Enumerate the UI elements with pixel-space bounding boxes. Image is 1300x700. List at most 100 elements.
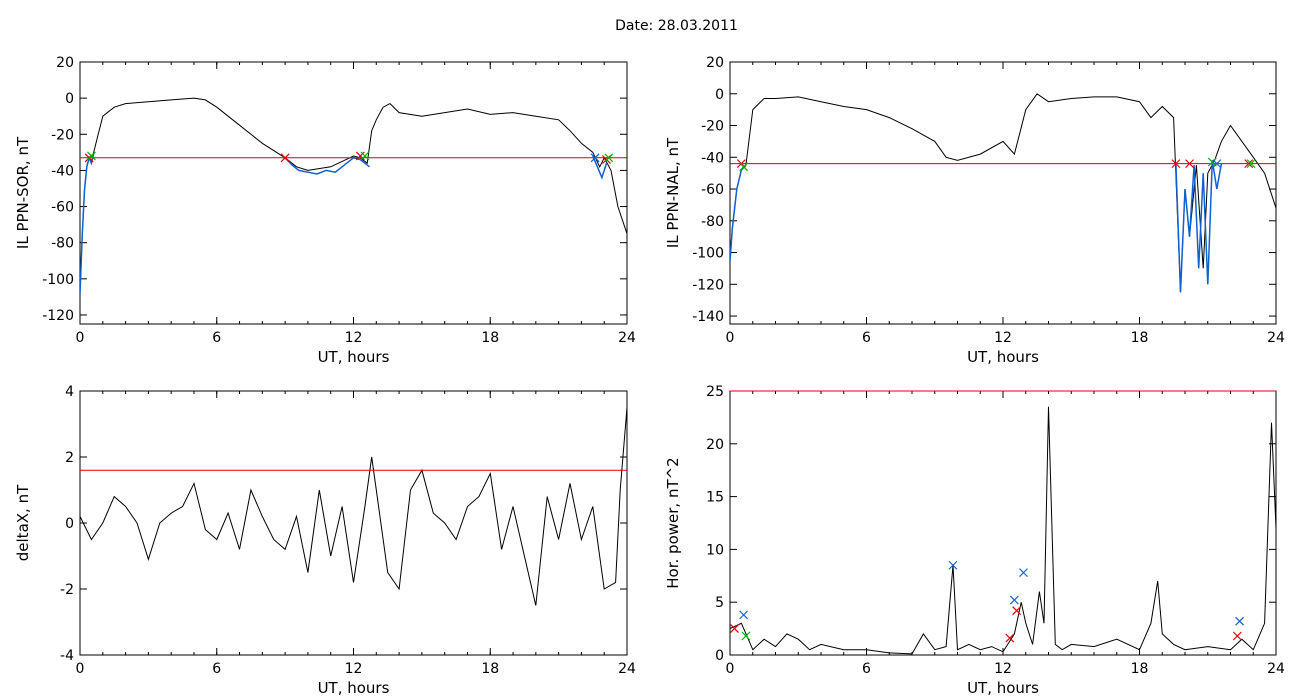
series-highlight-segment: [592, 155, 608, 180]
y-tick-label: 20: [706, 437, 724, 453]
y-tick-label: 5: [715, 595, 724, 611]
event-marker: [1232, 631, 1242, 641]
x-tick-label: 18: [481, 661, 499, 677]
panel-ppn-nal: 0 6 12 18 24 -140 -120 -100 -80 -60 -40 -20 0 20 UT, h…: [664, 55, 1285, 366]
y-tick-label: -100: [42, 272, 74, 288]
event-marker: [1246, 159, 1256, 169]
y-axis-label: Hor. power, nT^2: [664, 457, 682, 588]
x-tick-label: 18: [1131, 330, 1149, 346]
event-marker: [604, 153, 614, 163]
data-layer: [80, 407, 627, 606]
series-highlight-segment: [1175, 160, 1223, 293]
plot-frame: [79, 390, 628, 656]
series-line: [730, 406, 1276, 655]
event-marker: [1244, 159, 1254, 169]
x-tick-label: 0: [76, 661, 85, 677]
x-tick-label: 24: [1267, 661, 1285, 677]
y-tick-label: 20: [56, 55, 74, 71]
y-tick-label: 10: [706, 542, 724, 558]
series-line: [730, 93, 1276, 293]
y-tick-label: -140: [692, 309, 724, 325]
x-axis-label: UT, hours: [967, 348, 1039, 366]
series-highlight-segment: [284, 156, 370, 175]
y-tick-label: -40: [701, 150, 724, 166]
y-tick-label: 20: [706, 55, 724, 71]
x-tick-label: 0: [76, 330, 85, 346]
y-tick-label: 15: [706, 490, 724, 506]
y-tick-label: -80: [701, 214, 724, 230]
panel-ppn-sor: 0 6 12 18 24 -120 -100 -80 -60 -40 -20 0 20 UT, hours…: [14, 55, 636, 366]
x-tick-label: 6: [862, 330, 871, 346]
x-tick-label: 6: [862, 661, 871, 677]
y-tick-label: -20: [701, 119, 724, 135]
y-tick-label: -4: [60, 648, 74, 664]
event-marker: [739, 162, 749, 172]
event-marker: [1207, 157, 1217, 167]
event-marker: [1005, 633, 1015, 643]
y-tick-label: 4: [65, 384, 74, 400]
figure-title: Date: 28.03.2011: [615, 18, 738, 34]
y-axis-label: IL PPN-SOR, nT: [14, 136, 32, 249]
event-marker: [1009, 595, 1019, 605]
x-tick-label: 24: [618, 661, 636, 677]
y-tick-label: -80: [51, 236, 74, 252]
x-axis-label: UT, hours: [967, 679, 1039, 697]
y-tick-label: -40: [51, 163, 74, 179]
y-tick-label: -120: [692, 277, 724, 293]
event-marker: [1012, 606, 1022, 616]
x-tick-label: 18: [1131, 661, 1149, 677]
y-tick-label: -2: [60, 582, 74, 598]
event-marker: [86, 151, 96, 161]
x-tick-label: 6: [212, 661, 221, 677]
data-layer: [80, 97, 627, 294]
panel-hor-power: 0 6 12 18 24 0 5 10 15 20 25 UT, hours Hor. power, n…: [664, 384, 1285, 697]
series-highlight-segment: [730, 164, 747, 261]
y-tick-label: 2: [65, 450, 74, 466]
y-tick-label: -20: [51, 127, 74, 143]
x-tick-label: 12: [994, 330, 1012, 346]
y-tick-label: 0: [65, 91, 74, 107]
series-line: [80, 97, 627, 294]
x-tick-label: 18: [481, 330, 499, 346]
event-marker: [1185, 159, 1194, 169]
x-tick-label: 6: [212, 330, 221, 346]
y-axis-label: deltaX, nT: [14, 484, 32, 561]
y-tick-label: -100: [692, 246, 724, 262]
y-axis-label: IL PPN-NAL, nT: [664, 137, 682, 248]
series-line: [80, 407, 627, 606]
x-tick-label: 12: [345, 661, 363, 677]
event-marker: [1212, 159, 1222, 169]
series-highlight-segment: [80, 154, 95, 294]
event-marker: [741, 631, 751, 641]
event-marker: [1235, 616, 1245, 626]
y-tick-label: -60: [701, 182, 724, 198]
y-tick-label: -60: [51, 200, 74, 216]
x-tick-label: 12: [994, 661, 1012, 677]
x-tick-label: 24: [1267, 330, 1285, 346]
y-tick-label: 0: [715, 87, 724, 103]
y-tick-label: -120: [42, 308, 74, 324]
event-marker: [1019, 568, 1028, 578]
data-layer: [730, 406, 1276, 655]
y-tick-label: 25: [706, 384, 724, 400]
event-marker: [948, 560, 958, 570]
x-axis-label: UT, hours: [318, 348, 390, 366]
data-layer: [730, 93, 1276, 293]
event-marker: [360, 151, 370, 161]
event-marker: [736, 159, 746, 169]
x-axis-label: UT, hours: [318, 679, 390, 697]
event-marker: [730, 624, 739, 634]
event-marker: [739, 610, 749, 620]
y-tick-label: 0: [715, 648, 724, 664]
x-tick-label: 0: [726, 330, 735, 346]
x-tick-label: 24: [618, 330, 636, 346]
plot-frame: [79, 61, 628, 325]
plot-frame: [729, 390, 1277, 656]
event-marker: [280, 153, 290, 163]
x-tick-label: 12: [345, 330, 363, 346]
event-marker: [1171, 159, 1181, 169]
y-tick-label: 0: [65, 516, 74, 532]
event-marker: [590, 153, 600, 163]
